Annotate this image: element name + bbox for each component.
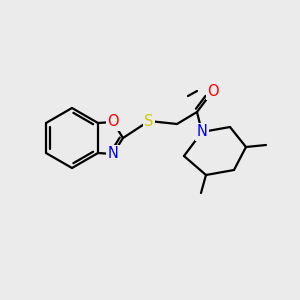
Text: O: O [207, 83, 219, 98]
Text: N: N [196, 124, 207, 140]
Text: S: S [144, 113, 154, 128]
Text: N: N [107, 146, 118, 161]
Text: O: O [107, 115, 119, 130]
